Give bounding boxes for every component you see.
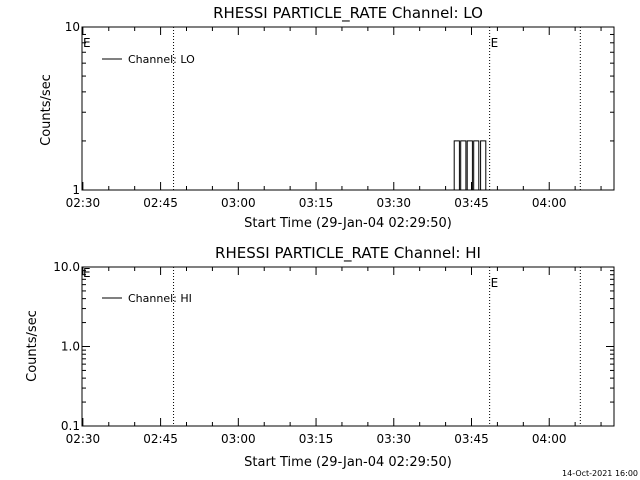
- x-tick-label: 03:00: [221, 432, 256, 446]
- y-axis-tick-labels: 1 10: [65, 20, 80, 197]
- y-tick-label: 1.0: [61, 340, 80, 354]
- event-label: E: [491, 36, 499, 50]
- series-lines: [453, 140, 487, 191]
- y-axis-title: Counts/sec: [25, 310, 40, 382]
- chart-title: RHESSI PARTICLE_RATE Channel: LO: [213, 4, 483, 23]
- footer-timestamp: 14-Oct-2021 16:00: [562, 469, 638, 478]
- x-axis-tick-labels: 02:30 02:45 03:00 03:15 03:30 03:45 04:00: [66, 196, 567, 210]
- x-axis-tick-labels: 02:30 02:45 03:00 03:15 03:30 03:45 04:00: [66, 432, 567, 446]
- x-axis-title: Start Time (29-Jan-04 02:29:50): [244, 455, 452, 470]
- legend-label: Channel: HI: [128, 292, 192, 305]
- x-axis-ticks: [82, 27, 602, 190]
- x-tick-label: 03:15: [299, 196, 334, 210]
- x-tick-label: 03:30: [376, 196, 411, 210]
- x-tick-label: 02:30: [66, 196, 101, 210]
- x-axis-title: Start Time (29-Jan-04 02:29:50): [244, 216, 452, 231]
- y-axis-title: Counts/sec: [39, 74, 54, 146]
- x-axis-ticks: [82, 267, 602, 426]
- legend-label: Channel: LO: [128, 53, 195, 66]
- event-lines: E: [173, 267, 581, 426]
- plot-frame: [81, 266, 615, 427]
- x-tick-label: 02:30: [66, 432, 101, 446]
- plot-frame: [81, 26, 615, 191]
- left-marker: E: [83, 36, 91, 50]
- left-marker: E: [83, 266, 91, 280]
- chart-title: RHESSI PARTICLE_RATE Channel: HI: [215, 244, 481, 263]
- series-line: [453, 140, 487, 191]
- x-tick-label: 04:00: [532, 196, 567, 210]
- x-tick-label: 03:30: [376, 432, 411, 446]
- x-tick-label: 02:45: [143, 432, 178, 446]
- x-tick-label: 02:45: [143, 196, 178, 210]
- x-tick-label: 03:45: [454, 432, 489, 446]
- x-tick-label: 04:00: [532, 432, 567, 446]
- x-tick-label: 03:00: [221, 196, 256, 210]
- y-tick-label: 10.0: [53, 260, 80, 274]
- x-tick-label: 03:15: [299, 432, 334, 446]
- y-axis-tick-labels: 0.1 1.0 10.0: [53, 260, 80, 433]
- y-tick-label: 1: [72, 183, 80, 197]
- event-lines: E: [173, 27, 581, 190]
- y-axis-ticks: [82, 26, 614, 191]
- panel-hi: RHESSI PARTICLE_RATE Channel: HI 0.1 1.0 1…: [25, 244, 615, 470]
- x-tick-label: 03:45: [454, 196, 489, 210]
- y-tick-label: 0.1: [61, 419, 80, 433]
- event-label: E: [491, 276, 499, 290]
- y-tick-label: 10: [65, 20, 80, 34]
- y-axis-ticks: [82, 266, 614, 427]
- panel-lo: RHESSI PARTICLE_RATE Channel: LO 1 10 02:…: [39, 4, 615, 231]
